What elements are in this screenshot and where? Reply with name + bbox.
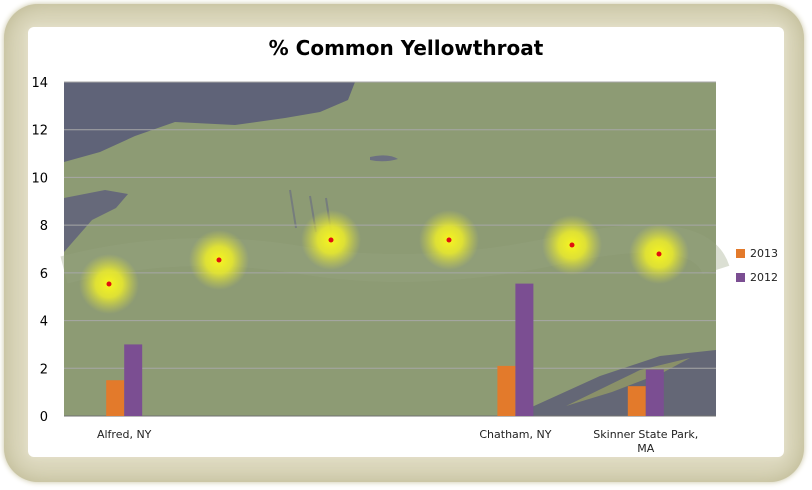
legend-swatch-2013	[736, 249, 745, 258]
x-tick-label-line: Chatham, NY	[479, 428, 551, 441]
bar-2012	[515, 283, 534, 416]
x-tick-label-line: Skinner State Park,	[593, 428, 698, 441]
y-tick-label: 14	[31, 76, 48, 91]
site-dot	[106, 281, 112, 287]
y-tick-label: 6	[40, 267, 48, 282]
y-tick-label: 0	[40, 410, 48, 425]
site-dot	[446, 237, 452, 243]
lake-erie	[64, 190, 128, 252]
y-tick-label: 8	[40, 219, 48, 234]
gridlines	[64, 81, 716, 417]
legend-2012: 2012	[736, 271, 778, 284]
oneida-lake	[370, 155, 398, 162]
legend-2013: 2013	[736, 247, 778, 260]
y-tick-label: 4	[40, 315, 48, 330]
bar-2013	[106, 380, 125, 416]
bars	[106, 283, 664, 416]
chart-title: % Common Yellowthroat	[268, 36, 544, 60]
bar-2013	[627, 386, 646, 416]
site-dot	[656, 251, 662, 257]
legend-swatch-2012	[736, 273, 745, 282]
site-dot	[216, 257, 222, 263]
bar-2013	[497, 365, 516, 416]
legend-label-2012: 2012	[750, 271, 778, 284]
site-markers	[79, 210, 689, 314]
lake-ontario	[64, 82, 355, 162]
map-background	[60, 82, 730, 416]
site-dot	[328, 237, 334, 243]
legend-label-2013: 2013	[750, 247, 778, 260]
x-tick-label-line: Alfred, NY	[97, 428, 152, 441]
y-tick-label: 2	[40, 362, 48, 377]
y-tick-label: 12	[31, 124, 48, 139]
y-tick-label: 10	[31, 171, 48, 186]
x-tick-label: Alfred, NY	[97, 428, 152, 441]
y-axis: 0 2 4 6 8 10 12 14	[31, 76, 48, 425]
x-tick-label: Chatham, NY	[479, 428, 551, 441]
site-dot	[569, 242, 575, 248]
bar-2012	[645, 369, 664, 416]
x-axis-labels: Alfred, NY Chatham, NY Skinner State Park,…	[97, 428, 698, 455]
x-tick-label: Skinner State Park, MA	[593, 428, 698, 455]
bar-2012	[124, 344, 143, 416]
x-tick-label-line: MA	[637, 442, 654, 455]
